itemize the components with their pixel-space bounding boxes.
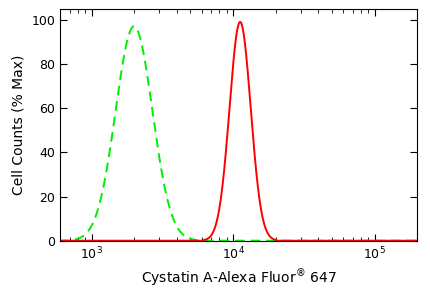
X-axis label: Cystatin A-Alexa Fluor$^{\circledR}$ 647: Cystatin A-Alexa Fluor$^{\circledR}$ 647 bbox=[141, 268, 337, 289]
Y-axis label: Cell Counts (% Max): Cell Counts (% Max) bbox=[12, 55, 26, 195]
